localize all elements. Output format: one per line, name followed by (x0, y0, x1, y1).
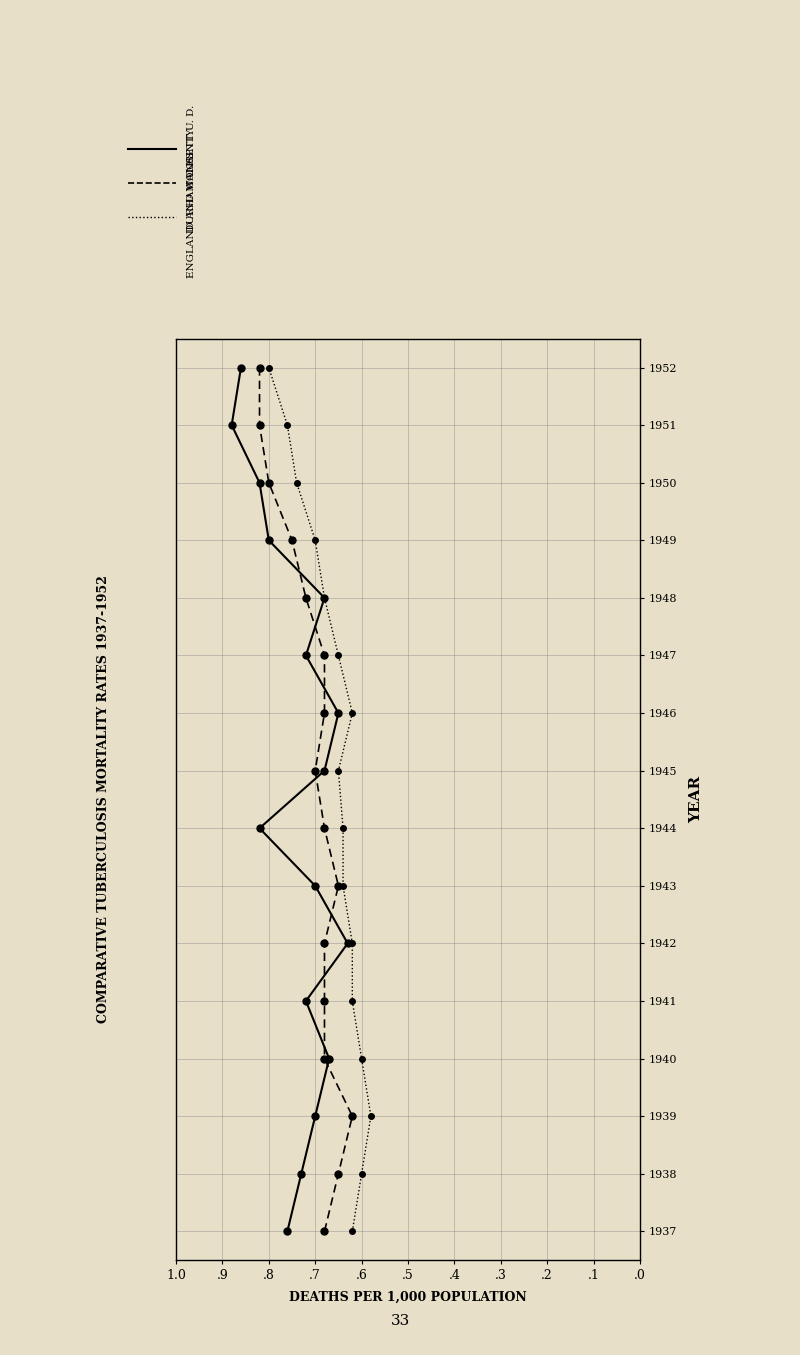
Text: ENGLAND AND WALES: ENGLAND AND WALES (187, 150, 197, 278)
Text: 33: 33 (390, 1314, 410, 1328)
Text: CONSETT U. D.: CONSETT U. D. (187, 104, 197, 188)
Y-axis label: YEAR: YEAR (689, 776, 702, 822)
X-axis label: DEATHS PER 1,000 POPULATION: DEATHS PER 1,000 POPULATION (289, 1290, 527, 1304)
Text: COMPARATIVE TUBERCULOSIS MORTALITY RATES 1937-1952: COMPARATIVE TUBERCULOSIS MORTALITY RATES… (98, 576, 110, 1023)
Text: DURHAM COUNTY: DURHAM COUNTY (187, 129, 197, 232)
